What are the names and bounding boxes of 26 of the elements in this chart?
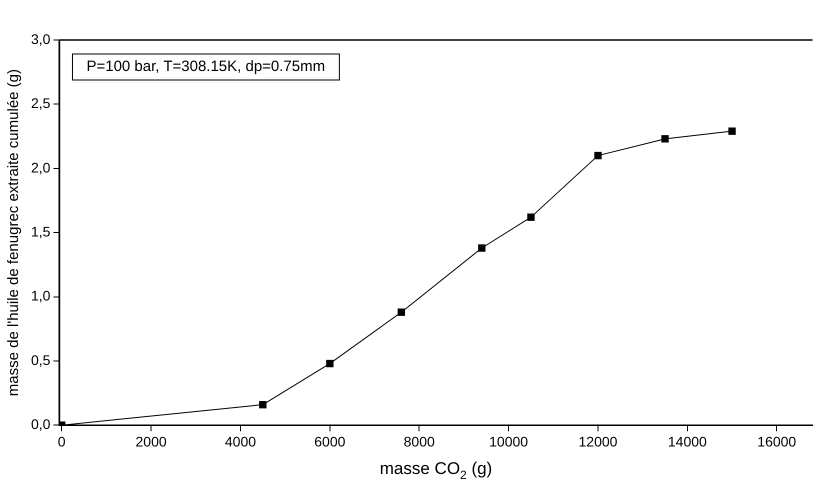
y-tick-label: 1,5	[30, 223, 51, 240]
y-tick-label: 3,0	[30, 30, 51, 47]
x-tick-label: 8000	[404, 433, 435, 450]
point	[259, 400, 266, 408]
point	[594, 152, 602, 160]
x-tick-label: 10000	[489, 433, 528, 450]
x-tick-label: 6000	[314, 433, 346, 450]
x-tick-label: 4000	[224, 433, 256, 450]
x-tick-label: 12000	[578, 433, 618, 450]
x-tick-label: 14000	[668, 433, 708, 450]
y-tick-label: 2,0	[30, 159, 51, 176]
annotation: P=100 bar, T=308.15K, dp=0.75mm	[86, 58, 326, 76]
point	[398, 308, 406, 316]
point	[527, 214, 535, 221]
point	[326, 360, 334, 368]
point	[661, 135, 669, 143]
x-tick-label: 16000	[757, 433, 796, 450]
y-tick-label: 2,5	[30, 95, 51, 112]
x-tick-label: 2000	[136, 433, 167, 450]
point	[478, 244, 486, 252]
y-tick-label: 0,0	[30, 416, 51, 432]
y-axis-title: masse de l'huile de fenugrec extraite cumulée (g)	[5, 68, 22, 396]
y-tick-label: 0,5	[30, 352, 51, 368]
point	[728, 127, 736, 135]
x-tick-label: 0	[58, 433, 66, 450]
y-tick-label: 1,0	[30, 288, 51, 304]
